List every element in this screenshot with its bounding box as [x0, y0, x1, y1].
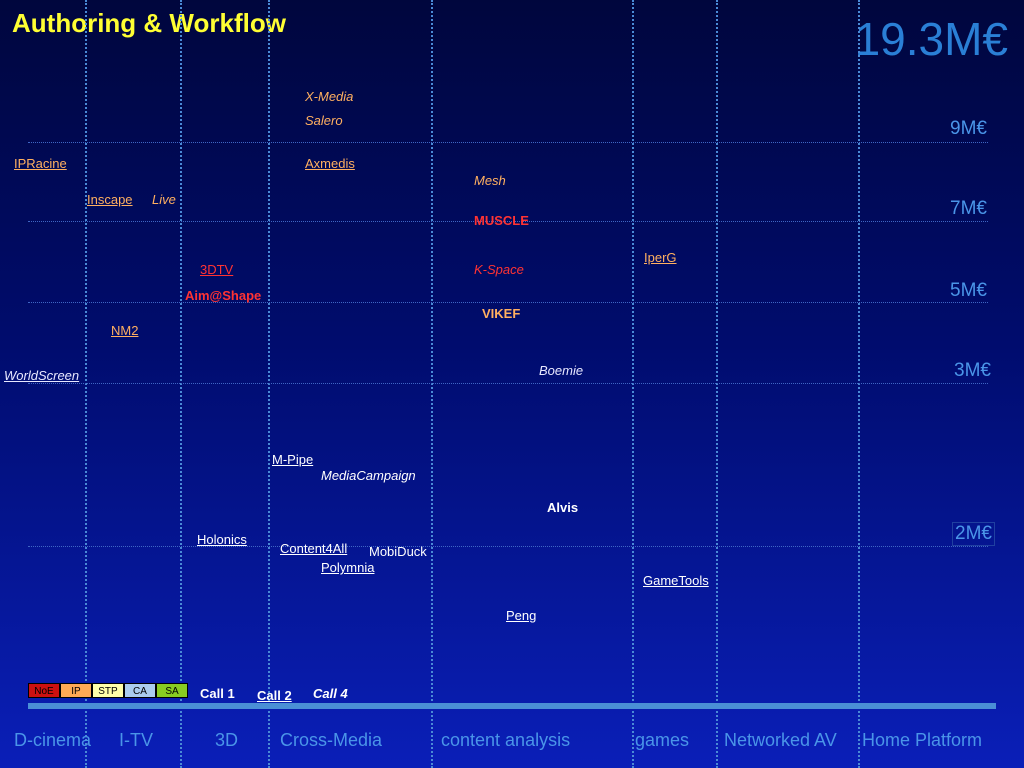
project-iperg[interactable]: IperG — [644, 250, 677, 265]
category-3d: 3D — [215, 730, 239, 750]
project-muscle: MUSCLE — [474, 213, 529, 228]
project-worldscreen[interactable]: WorldScreen — [4, 368, 80, 383]
category-divider — [180, 0, 182, 768]
category-i-tv: I-TV — [119, 730, 153, 750]
project-content4all[interactable]: Content4All — [280, 541, 348, 556]
project-k-space: K-Space — [474, 262, 524, 277]
project-live: Live — [152, 192, 176, 207]
legend-stp: STP — [92, 683, 124, 698]
legend-ip: IP — [60, 683, 92, 698]
level-label-3m: 3M€ — [954, 360, 991, 381]
project-m-pipe[interactable]: M-Pipe — [272, 452, 314, 467]
timeline-bar — [28, 703, 996, 709]
budget-line-3m — [28, 383, 988, 384]
project-alvis: Alvis — [547, 500, 579, 515]
call-1-label: Call 1 — [200, 686, 235, 701]
level-label-7m: 7M€ — [950, 198, 987, 219]
project-type-legend: NoE IP STP CA SA — [28, 683, 188, 698]
project-aim-at-shape: Aim@Shape — [185, 288, 262, 303]
level-label-9m: 9M€ — [950, 118, 987, 139]
call-2-label[interactable]: Call 2 — [257, 688, 292, 703]
level-label-5m: 5M€ — [950, 280, 987, 301]
budget-line-5m — [28, 302, 988, 303]
legend-noe: NoE — [28, 683, 60, 698]
project-mesh: Mesh — [474, 173, 506, 188]
project-holonics[interactable]: Holonics — [197, 532, 247, 547]
project-gametools[interactable]: GameTools — [643, 573, 709, 588]
project-x-media: X-Media — [305, 89, 354, 104]
project-salero: Salero — [305, 113, 343, 128]
total-budget: 19.3M€ — [854, 13, 1008, 65]
project-nm2[interactable]: NM2 — [111, 323, 139, 338]
category-divider — [632, 0, 634, 768]
category-d-cinema: D-cinema — [14, 730, 92, 750]
project-boemie: Boemie — [539, 363, 584, 378]
project-peng[interactable]: Peng — [506, 608, 537, 623]
project-axmedis[interactable]: Axmedis — [305, 156, 355, 171]
project-3dtv[interactable]: 3DTV — [200, 262, 234, 277]
legend-sa: SA — [156, 683, 188, 698]
budget-line-2m — [28, 546, 988, 547]
category-divider — [858, 0, 860, 768]
project-ipracine[interactable]: IPRacine — [14, 156, 67, 171]
category-divider — [85, 0, 87, 768]
project-inscape[interactable]: Inscape — [87, 192, 133, 207]
page-title: Authoring & Workflow — [12, 8, 286, 38]
project-polymnia[interactable]: Polymnia — [321, 560, 375, 575]
category-cross-media: Cross-Media — [280, 730, 383, 750]
budget-line-7m — [28, 221, 988, 222]
category-divider — [268, 0, 270, 768]
category-games: games — [635, 730, 690, 750]
category-divider — [716, 0, 718, 768]
budget-line-9m — [28, 142, 988, 143]
category-divider — [431, 0, 433, 768]
call-4-label: Call 4 — [313, 686, 348, 701]
level-label-2m: 2M€ — [952, 522, 995, 546]
category-content-analysis: content analysis — [441, 730, 571, 750]
project-mediacampaign: MediaCampaign — [321, 468, 416, 483]
project-vikef: VIKEF — [482, 306, 521, 321]
project-mobiduck: MobiDuck — [369, 544, 427, 559]
category-home-platform: Home Platform — [862, 730, 983, 750]
legend-ca: CA — [124, 683, 156, 698]
category-networked-av: Networked AV — [724, 730, 837, 750]
